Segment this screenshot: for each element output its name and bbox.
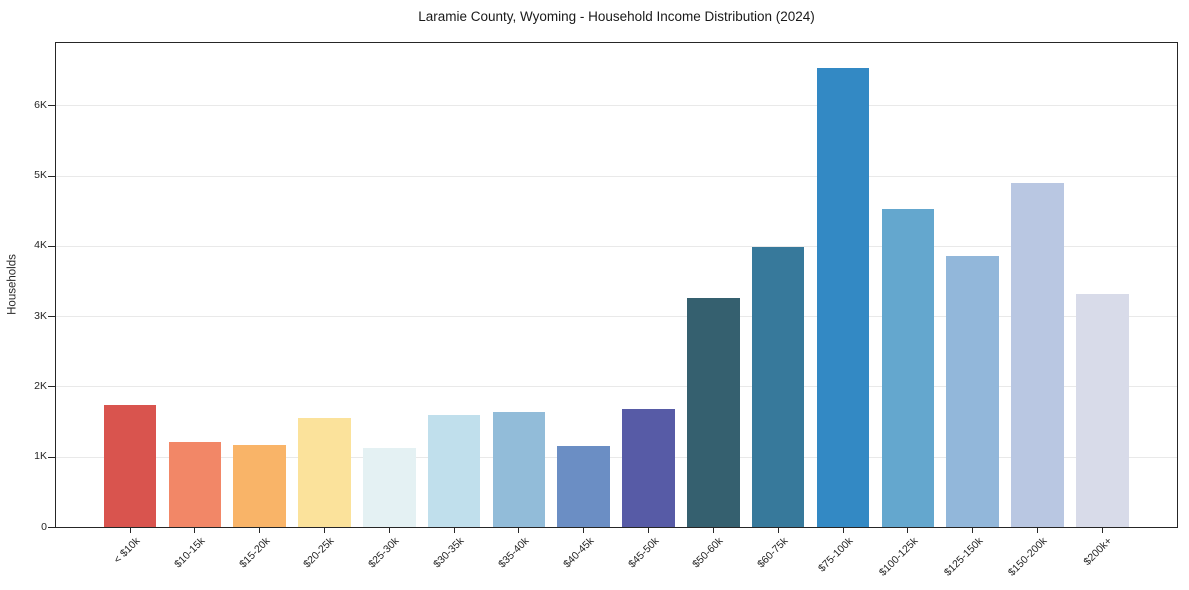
x-tick <box>194 527 196 533</box>
gridline <box>56 456 1177 458</box>
bar <box>881 209 935 527</box>
bar <box>298 418 351 527</box>
x-tick <box>972 527 974 533</box>
bar <box>687 297 740 527</box>
x-tick <box>583 527 585 533</box>
x-tick <box>648 527 650 533</box>
y-tick-label: 5K <box>34 169 47 182</box>
chart-title: Laramie County, Wyoming - Household Inco… <box>418 9 815 24</box>
y-tick <box>48 175 55 177</box>
bar <box>622 408 675 527</box>
y-tick <box>48 456 55 458</box>
x-tick <box>323 527 325 533</box>
gridline <box>56 245 1177 247</box>
x-tick <box>453 527 455 533</box>
y-axis-label: Households <box>6 254 19 315</box>
y-tick <box>48 527 55 528</box>
x-tick <box>518 527 520 533</box>
y-tick-label: 3K <box>34 309 47 322</box>
x-tick <box>842 527 844 533</box>
bar <box>557 446 611 527</box>
bar <box>492 412 546 527</box>
x-tick <box>907 527 909 533</box>
bar <box>427 415 481 527</box>
x-tick <box>259 527 261 533</box>
bar <box>751 246 805 527</box>
x-tick <box>1101 527 1103 533</box>
y-tick <box>48 386 55 388</box>
bar <box>1076 293 1129 527</box>
y-tick <box>48 316 55 318</box>
gridline <box>56 316 1177 318</box>
x-tick <box>777 527 779 533</box>
y-tick-label: 4K <box>34 239 47 252</box>
gridline <box>56 105 1177 107</box>
x-tick <box>1036 527 1038 533</box>
plot-area <box>55 42 1178 528</box>
y-tick <box>48 105 55 107</box>
bar <box>816 68 870 527</box>
bar <box>233 444 286 527</box>
gridline <box>56 175 1177 177</box>
y-tick <box>48 245 55 247</box>
gridline <box>56 386 1177 388</box>
bar <box>946 255 999 527</box>
x-tick <box>129 527 131 533</box>
bar <box>362 448 416 527</box>
bar <box>103 405 157 527</box>
y-tick-label: 2K <box>34 379 47 392</box>
y-tick-label: 0 <box>41 520 47 533</box>
bar <box>1011 182 1064 527</box>
x-tick <box>712 527 714 533</box>
y-tick-label: 6K <box>34 98 47 111</box>
bar <box>168 441 222 527</box>
x-tick <box>388 527 390 533</box>
x-tick-label: < $10k <box>111 535 143 566</box>
y-tick-label: 1K <box>34 450 47 463</box>
